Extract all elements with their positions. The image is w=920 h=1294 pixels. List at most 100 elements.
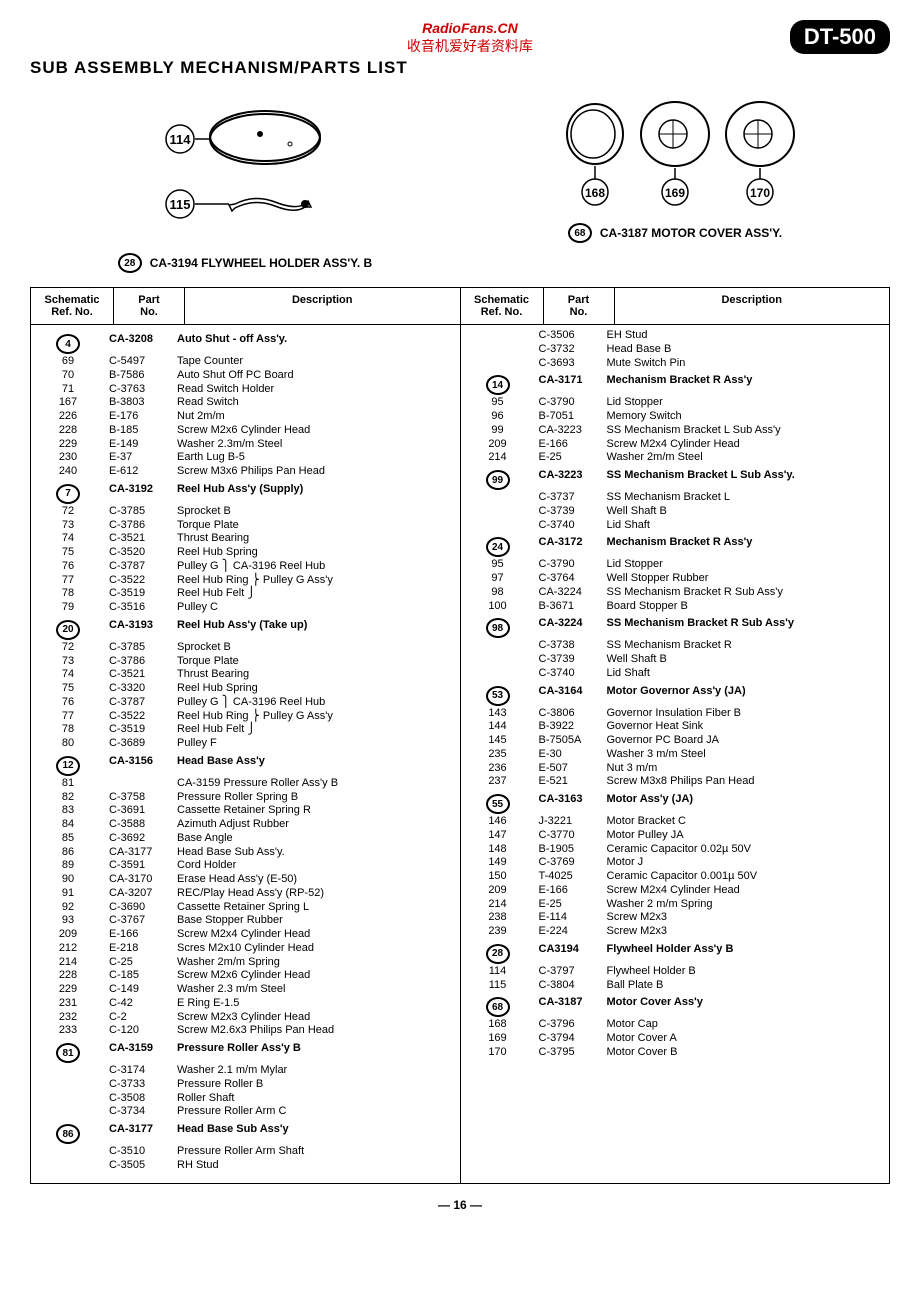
table-row: 95C-3790Lid Stopper xyxy=(461,558,890,572)
cell-ref: 232 xyxy=(31,1011,105,1025)
cell-desc: Base Stopper Rubber xyxy=(171,914,460,928)
table-row: 214C-25Washer 2m/m Spring xyxy=(31,956,460,970)
cell-ref: 168 xyxy=(461,1018,535,1032)
cell-ref: 240 xyxy=(31,465,105,479)
section-ref-circle: 12 xyxy=(56,756,80,776)
cell-desc: Board Stopper B xyxy=(601,600,890,614)
cell-desc: SS Mechanism Bracket R xyxy=(601,639,890,653)
cell-part: C-3588 xyxy=(105,818,171,832)
cell-ref: 115 xyxy=(461,979,535,993)
table-row: 86CA-3177Head Base Sub Ass'y. xyxy=(31,846,460,860)
cell-ref: 89 xyxy=(31,859,105,873)
svg-text:114: 114 xyxy=(170,132,192,147)
section-ref-circle: 14 xyxy=(486,375,510,395)
cell-part: B-7505A xyxy=(535,734,601,748)
cell-ref: 79 xyxy=(31,601,105,615)
cell-ref xyxy=(461,491,535,505)
section-part-no: CA3194 xyxy=(535,943,601,965)
cell-ref xyxy=(31,1105,105,1119)
cell-part: C-3806 xyxy=(535,707,601,721)
table-row: C-3738SS Mechanism Bracket R xyxy=(461,639,890,653)
section-desc: Motor Ass'y (JA) xyxy=(601,793,890,815)
table-row: 214E-25Washer 2 m/m Spring xyxy=(461,898,890,912)
cell-part: C-3320 xyxy=(105,682,171,696)
section-header: 68CA-3187Motor Cover Ass'y xyxy=(461,996,890,1018)
section-ref-circle: 24 xyxy=(486,537,510,557)
cell-desc: Read Switch xyxy=(171,396,460,410)
section-header: 81CA-3159Pressure Roller Ass'y B xyxy=(31,1042,460,1064)
table-row: 85C-3692Base Angle xyxy=(31,832,460,846)
cell-part: C-3786 xyxy=(105,655,171,669)
cell-desc: Screw M3x6 Philips Pan Head xyxy=(171,465,460,479)
section-desc: SS Mechanism Bracket R Sub Ass'y xyxy=(601,617,890,639)
cell-part: C-3521 xyxy=(105,532,171,546)
cell-desc: Torque Plate xyxy=(171,519,460,533)
section-part-no: CA-3171 xyxy=(535,374,601,396)
cell-part: CA-3170 xyxy=(105,873,171,887)
cell-ref: 80 xyxy=(31,737,105,751)
cell-part: C-3522 xyxy=(105,710,171,724)
cell-ref: 147 xyxy=(461,829,535,843)
table-row: 228B-185Screw M2x6 Cylinder Head xyxy=(31,424,460,438)
cell-part: C-3764 xyxy=(535,572,601,586)
table-row: 73C-3786Torque Plate xyxy=(31,519,460,533)
table-row: 70B-7586Auto Shut Off PC Board xyxy=(31,369,460,383)
cell-desc: Washer 2m/m Steel xyxy=(601,451,890,465)
section-header: 24CA-3172Mechanism Bracket R Ass'y xyxy=(461,536,890,558)
cell-part: C-3737 xyxy=(535,491,601,505)
table-row: 209E-166Screw M2x4 Cylinder Head xyxy=(31,928,460,942)
parts-table-left-column: Schematic Ref. No. Part No. Description … xyxy=(31,288,461,1183)
cell-ref xyxy=(461,329,535,343)
cell-part: C-2 xyxy=(105,1011,171,1025)
cell-ref xyxy=(31,1145,105,1159)
table-row: C-3506EH Stud xyxy=(461,329,890,343)
cell-part: C-3794 xyxy=(535,1032,601,1046)
cell-ref xyxy=(461,357,535,371)
cell-desc: Mute Switch Pin xyxy=(601,357,890,371)
svg-text:168: 168 xyxy=(585,186,605,200)
cell-ref: 95 xyxy=(461,558,535,572)
section-header: 12CA-3156Head Base Ass'y xyxy=(31,755,460,777)
cell-desc: Screw M2x4 Cylinder Head xyxy=(601,438,890,452)
cell-part: C-3787 xyxy=(105,696,171,710)
cell-part: J-3221 xyxy=(535,815,601,829)
cell-ref: 85 xyxy=(31,832,105,846)
section-part-no: CA-3187 xyxy=(535,996,601,1018)
cell-desc: Thrust Bearing xyxy=(171,532,460,546)
cell-part: C-3770 xyxy=(535,829,601,843)
section-header: 98CA-3224SS Mechanism Bracket R Sub Ass'… xyxy=(461,617,890,639)
cell-desc: Reel Hub Felt ⎭ xyxy=(171,587,460,601)
cell-ref: 214 xyxy=(461,451,535,465)
watermark-chinese: 收音机爱好者资料库 xyxy=(150,36,790,56)
cell-ref: 233 xyxy=(31,1024,105,1038)
table-row: C-3505RH Stud xyxy=(31,1159,460,1173)
section-ref-circle: 81 xyxy=(56,1043,80,1063)
section-header: 28CA3194Flywheel Holder Ass'y B xyxy=(461,943,890,965)
cell-ref: 76 xyxy=(31,696,105,710)
cell-ref: 76 xyxy=(31,560,105,574)
table-row: 115C-3804Ball Plate B xyxy=(461,979,890,993)
table-row: 76C-3787Pulley G ⎫ CA-3196 Reel Hub xyxy=(31,696,460,710)
cell-ref xyxy=(461,639,535,653)
cell-desc: Washer 2m/m Spring xyxy=(171,956,460,970)
table-row: C-3737SS Mechanism Bracket L xyxy=(461,491,890,505)
cell-desc: Screw M3x8 Philips Pan Head xyxy=(601,775,890,789)
table-row: 81CA-3159 Pressure Roller Ass'y B xyxy=(31,777,460,791)
cell-part: C-3520 xyxy=(105,546,171,560)
cell-part: C-3797 xyxy=(535,965,601,979)
col-header-part: Part No. xyxy=(544,288,615,324)
section-desc: Motor Cover Ass'y xyxy=(601,996,890,1018)
cell-part: E-521 xyxy=(535,775,601,789)
table-row: 143C-3806Governor Insulation Fiber B xyxy=(461,707,890,721)
cell-ref: 98 xyxy=(461,586,535,600)
table-row: 214E-25Washer 2m/m Steel xyxy=(461,451,890,465)
table-row: 144B-3922Governor Heat Sink xyxy=(461,720,890,734)
table-row: 69C-5497Tape Counter xyxy=(31,355,460,369)
table-row: 93C-3767Base Stopper Rubber xyxy=(31,914,460,928)
section-part-no: CA-3223 xyxy=(535,469,601,491)
table-row: 71C-3763Read Switch Holder xyxy=(31,383,460,397)
cell-part: C-3734 xyxy=(105,1105,171,1119)
cell-desc: Lid Shaft xyxy=(601,667,890,681)
cell-ref xyxy=(31,1078,105,1092)
table-row: 79C-3516Pulley C xyxy=(31,601,460,615)
